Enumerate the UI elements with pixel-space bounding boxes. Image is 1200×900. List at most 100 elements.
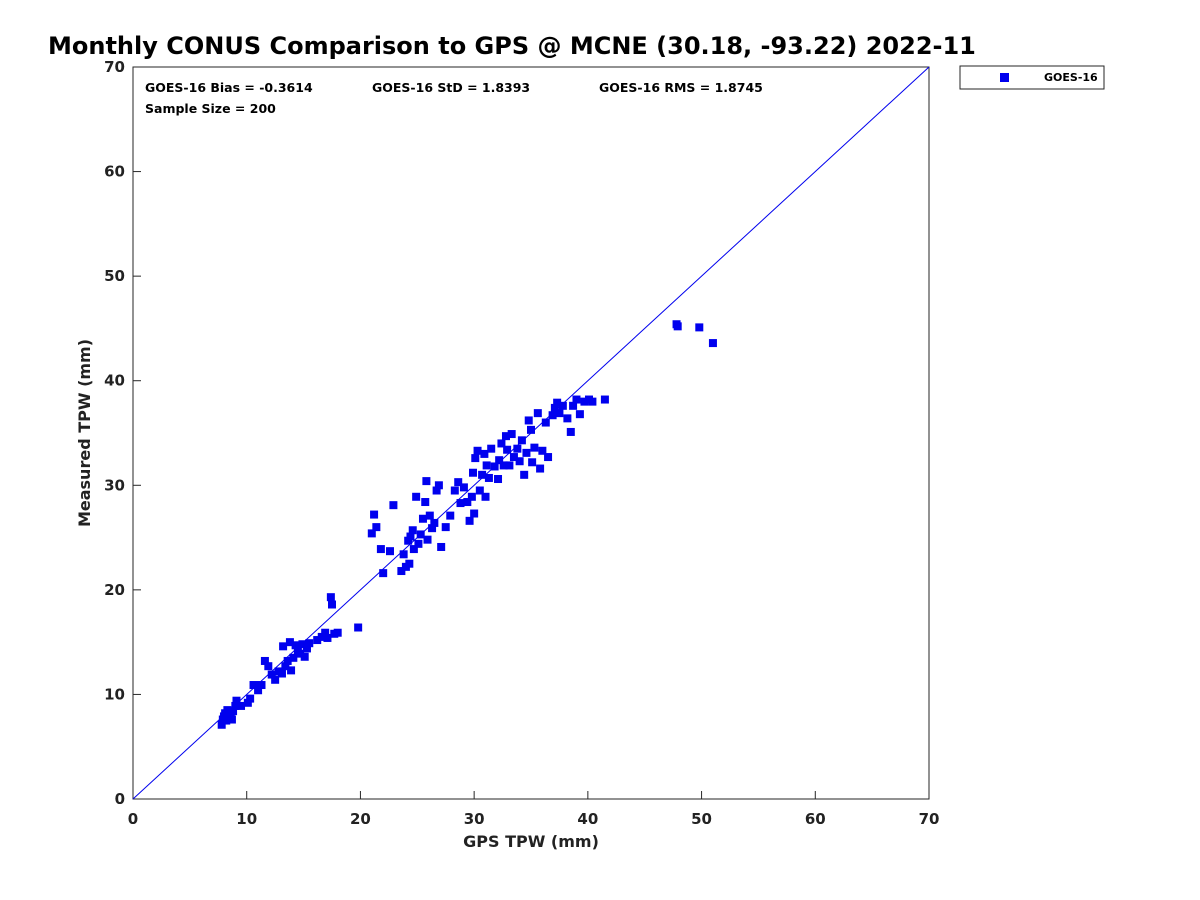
data-point [495, 456, 504, 465]
data-point [328, 600, 336, 609]
data-point [441, 523, 450, 532]
data-point [296, 649, 305, 658]
x-tick-label: 50 [691, 810, 712, 828]
data-point [566, 427, 575, 436]
legend-box [959, 65, 1105, 90]
data-point [302, 644, 311, 653]
x-tick-label: 30 [464, 810, 485, 828]
data-point [480, 449, 489, 458]
std-annotation: GOES-16 StD = 1.8393 [372, 80, 530, 95]
data-point [446, 511, 455, 520]
data-point [246, 694, 255, 703]
data-point [249, 681, 258, 690]
data-point [321, 628, 330, 637]
data-point [414, 539, 423, 548]
legend-marker-square-icon [1000, 73, 1009, 82]
data-point [333, 628, 342, 637]
data-point [264, 662, 273, 671]
data-point [298, 640, 307, 649]
data-points [217, 320, 717, 729]
data-point [223, 706, 232, 715]
data-point [379, 569, 388, 578]
y-tick-label: 30 [104, 476, 125, 494]
data-point [544, 453, 553, 462]
data-point [367, 529, 376, 538]
data-point [456, 499, 465, 508]
data-point [289, 653, 298, 662]
data-point [257, 681, 266, 690]
data-point [428, 524, 437, 533]
data-point [478, 470, 487, 479]
data-point [237, 701, 246, 710]
data-point [281, 662, 290, 671]
data-point [370, 510, 379, 519]
y-tick-label: 60 [104, 163, 125, 181]
data-point [513, 444, 522, 453]
data-point [550, 403, 559, 412]
data-point [536, 464, 545, 473]
data-point [553, 398, 562, 407]
data-point [467, 492, 476, 501]
data-point [227, 715, 236, 724]
data-point [279, 642, 288, 651]
data-point [471, 454, 480, 463]
data-point [409, 545, 418, 554]
data-point [575, 410, 584, 419]
data-point [450, 486, 459, 495]
data-point [267, 670, 276, 679]
data-point [527, 425, 535, 434]
data-point [487, 444, 496, 453]
data-point [232, 696, 241, 705]
y-tick-label: 50 [104, 267, 125, 285]
data-point [473, 446, 482, 455]
data-point [389, 501, 398, 510]
data-point [469, 468, 478, 477]
data-point [459, 483, 468, 492]
legend: GOES-16 [959, 65, 1105, 90]
data-point [416, 530, 425, 539]
y-tick-label: 40 [104, 372, 125, 390]
data-point [399, 550, 408, 559]
legend-entry-goes16: GOES-16 [1044, 71, 1098, 84]
data-point [291, 641, 300, 650]
data-point [423, 535, 432, 544]
data-point [588, 397, 597, 406]
data-point [673, 322, 682, 331]
data-point [254, 686, 263, 695]
data-point [317, 632, 326, 641]
data-point [418, 514, 427, 523]
data-point [243, 698, 252, 707]
data-point [499, 461, 508, 470]
data-point [558, 401, 567, 410]
data-point [533, 409, 542, 418]
data-point [412, 492, 421, 501]
data-point [354, 623, 363, 632]
data-point [509, 453, 518, 462]
data-point [454, 478, 463, 487]
data-point [555, 409, 564, 418]
data-point [522, 448, 531, 457]
sample-size-annotation: Sample Size = 200 [145, 101, 276, 116]
data-point [323, 633, 332, 642]
data-point [563, 414, 572, 423]
data-point [572, 395, 581, 404]
data-point [406, 532, 415, 541]
data-point [530, 443, 539, 452]
data-point [404, 536, 413, 545]
data-point [376, 545, 385, 554]
data-point [385, 547, 394, 556]
data-point [497, 439, 506, 448]
y-tick-label: 0 [115, 790, 125, 808]
data-point [528, 458, 537, 467]
data-point [695, 323, 704, 332]
x-tick-label: 0 [128, 810, 138, 828]
data-point [421, 498, 430, 507]
data-point [524, 416, 533, 425]
x-axis-label: GPS TPW (mm) [463, 832, 599, 851]
data-point [503, 445, 512, 454]
data-point [217, 720, 226, 729]
data-point [494, 475, 503, 484]
chart-title: Monthly CONUS Comparison to GPS @ MCNE (… [48, 32, 976, 60]
data-point [285, 638, 294, 647]
